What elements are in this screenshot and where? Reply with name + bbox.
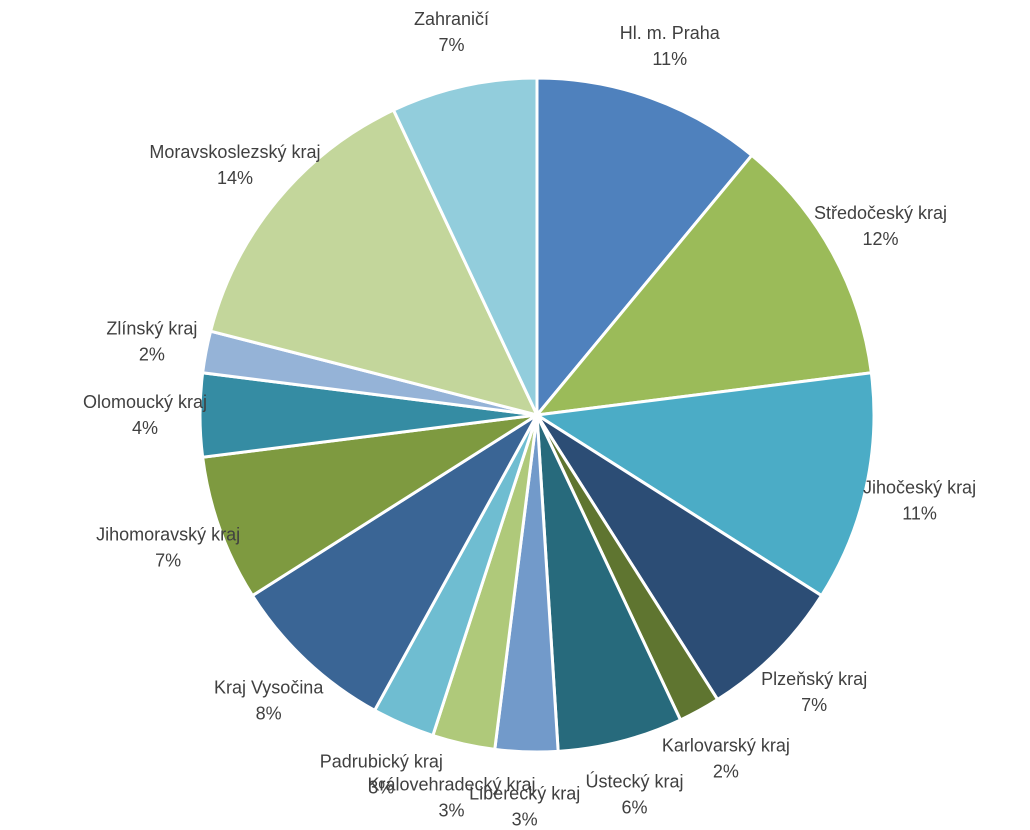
slice-label: Plzeňský kraj [761, 669, 867, 689]
slice-value-label: 8% [256, 704, 282, 724]
slice-label: Karlovarský kraj [662, 735, 790, 755]
slice-value-label: 7% [155, 551, 181, 571]
pie-slice [200, 413, 538, 598]
pie-slice [532, 371, 876, 598]
slice-label: Ústecký kraj [585, 770, 683, 791]
slice-label: Jihočeský kraj [863, 477, 976, 497]
slice-value-label: 3% [512, 810, 538, 830]
slice-value-label: 3% [368, 778, 394, 798]
slice-value-label: 14% [217, 168, 253, 188]
slice-value-label: 11% [902, 503, 937, 523]
slice-label: Kraj Vysočina [214, 678, 324, 698]
slice-value-label: 2% [713, 761, 739, 781]
slice-label: Padrubický kraj [320, 752, 443, 772]
slice-value-label: 6% [621, 797, 647, 817]
slice-value-label: 3% [438, 800, 464, 820]
slice-label: Liberecký kraj [469, 784, 580, 804]
slice-label: Zlínský kraj [106, 318, 197, 338]
slice-label: Olomoucký kraj [83, 392, 207, 412]
slice-label: Hl. m. Praha [620, 23, 721, 43]
pie-slice [535, 76, 754, 420]
pie-slice [533, 153, 874, 417]
pie-slice [208, 108, 540, 418]
pie-slice [250, 413, 539, 713]
slice-label: Jihomoravský kraj [96, 525, 240, 545]
slice-label: Královehradecký kraj [367, 774, 535, 794]
slice-label: Moravskoslezský kraj [149, 142, 320, 162]
slice-value-label: 12% [862, 229, 898, 249]
pie-slice [535, 413, 824, 702]
slice-label: Zahraničí [414, 9, 489, 29]
slice-value-label: 4% [132, 418, 158, 438]
slice-label: Středočeský kraj [814, 203, 947, 223]
pie-slice [535, 414, 683, 753]
slice-value-label: 7% [801, 695, 827, 715]
slice-value-label: 11% [652, 49, 687, 69]
slice-value-label: 7% [438, 35, 464, 55]
pie-slice [391, 76, 539, 416]
slice-value-label: 2% [139, 344, 165, 364]
